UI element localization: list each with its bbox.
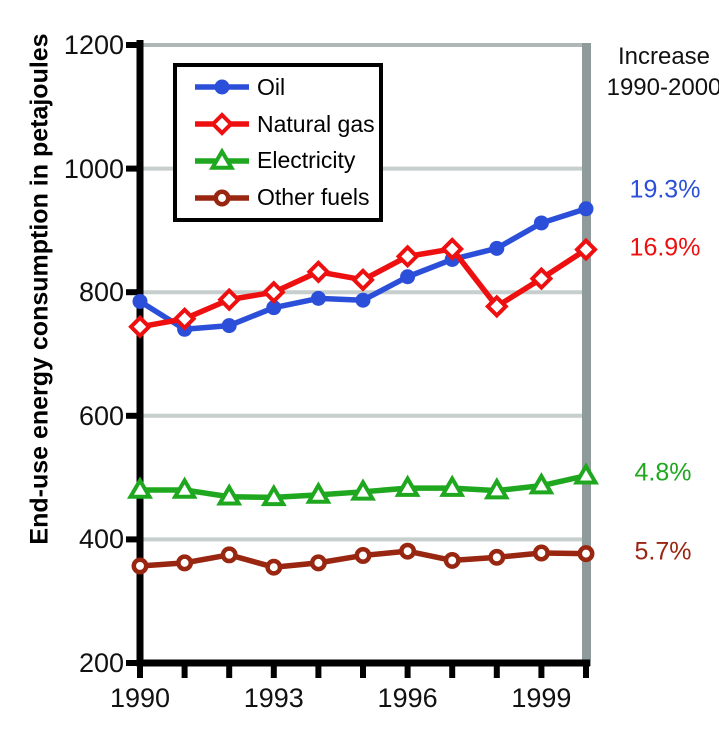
oil-line-marker-icon bbox=[195, 79, 249, 95]
legend-label: Oil bbox=[257, 73, 286, 100]
x-tick-label-1999: 1999 bbox=[511, 683, 572, 713]
data-point-marker bbox=[443, 551, 461, 569]
data-point-marker bbox=[127, 476, 153, 499]
data-point-marker bbox=[533, 215, 549, 231]
x-tick-label-1990: 1990 bbox=[109, 683, 171, 713]
legend-item-other-fuels: Other fuels bbox=[177, 180, 379, 216]
data-point-marker bbox=[484, 294, 509, 319]
data-point-marker bbox=[260, 483, 287, 507]
data-point-marker bbox=[529, 266, 554, 291]
legend-item-electricity: Electricity bbox=[177, 143, 379, 179]
data-point-marker bbox=[395, 244, 420, 269]
legend-item-natural-gas: Natural gas bbox=[177, 106, 379, 142]
data-point-marker bbox=[483, 477, 510, 500]
x-tick-label-1993: 1993 bbox=[243, 683, 304, 713]
legend: Oil Natural gas Electricity Other fuels bbox=[173, 63, 383, 222]
increase-annotation-title: Increase 1990-2000 bbox=[607, 41, 719, 103]
data-point-marker bbox=[209, 147, 235, 170]
data-point-marker bbox=[172, 306, 197, 331]
electricity-line-marker-icon bbox=[195, 147, 249, 170]
data-point-marker bbox=[128, 314, 152, 339]
legend-item-oil: Oil bbox=[177, 69, 379, 105]
data-point-marker bbox=[261, 280, 286, 305]
natural-gas-line-marker-icon bbox=[195, 112, 249, 136]
y-tick-label-1000: 1000 bbox=[63, 153, 124, 184]
increase-title-line2: 1990-2000 bbox=[606, 74, 719, 101]
x-tick-label-1996: 1996 bbox=[377, 683, 438, 713]
oil-increase-percent: 19.3% bbox=[629, 175, 701, 204]
data-point-marker bbox=[310, 290, 326, 306]
legend-label: Other fuels bbox=[257, 184, 370, 211]
data-point-marker bbox=[305, 481, 332, 504]
legend-label: Electricity bbox=[257, 147, 356, 174]
data-point-marker bbox=[131, 557, 149, 575]
data-point-marker bbox=[532, 544, 550, 562]
data-point-marker bbox=[132, 293, 148, 309]
data-point-marker bbox=[574, 237, 598, 262]
data-point-marker bbox=[351, 268, 375, 292]
data-point-marker bbox=[439, 474, 466, 497]
data-point-marker bbox=[400, 269, 416, 285]
natural-gas-increase-percent: 16.9% bbox=[629, 233, 701, 262]
data-point-marker bbox=[354, 547, 372, 564]
y-tick-label-800: 800 bbox=[78, 277, 124, 308]
data-point-marker bbox=[309, 554, 327, 572]
data-point-marker bbox=[394, 474, 421, 497]
data-point-marker bbox=[171, 476, 198, 499]
data-point-marker bbox=[489, 240, 505, 256]
increase-title-line1: Increase bbox=[617, 43, 711, 70]
data-point-marker bbox=[213, 189, 231, 207]
y-tick-label-400: 400 bbox=[78, 524, 124, 555]
series-electricity bbox=[127, 462, 599, 507]
data-point-marker bbox=[220, 546, 238, 564]
data-point-marker bbox=[265, 558, 283, 576]
data-point-marker bbox=[221, 318, 237, 334]
data-point-marker bbox=[488, 548, 506, 566]
data-point-marker bbox=[266, 300, 282, 316]
y-tick-label-200: 200 bbox=[78, 648, 124, 678]
other-fuels-increase-percent: 5.7% bbox=[634, 537, 692, 566]
electricity-increase-percent: 4.8% bbox=[634, 458, 692, 487]
data-point-marker bbox=[217, 287, 242, 312]
series-other-fuels bbox=[131, 542, 595, 576]
data-point-marker bbox=[399, 542, 417, 560]
legend-label: Natural gas bbox=[257, 110, 375, 137]
other-fuels-line-marker-icon bbox=[195, 189, 249, 207]
data-point-marker bbox=[440, 237, 465, 261]
data-point-marker bbox=[528, 472, 555, 495]
data-point-marker bbox=[573, 462, 599, 485]
data-point-marker bbox=[350, 478, 376, 501]
data-point-marker bbox=[577, 545, 595, 563]
data-point-marker bbox=[210, 112, 234, 136]
y-tick-label-1200: 1200 bbox=[63, 30, 124, 60]
data-point-marker bbox=[355, 292, 371, 308]
data-point-marker bbox=[216, 483, 243, 506]
data-point-marker bbox=[306, 259, 331, 284]
data-point-marker bbox=[176, 554, 194, 572]
data-point-marker bbox=[578, 201, 594, 217]
data-point-marker bbox=[214, 79, 230, 95]
y-tick-label-600: 600 bbox=[78, 400, 124, 431]
series-natural-gas bbox=[128, 237, 598, 339]
